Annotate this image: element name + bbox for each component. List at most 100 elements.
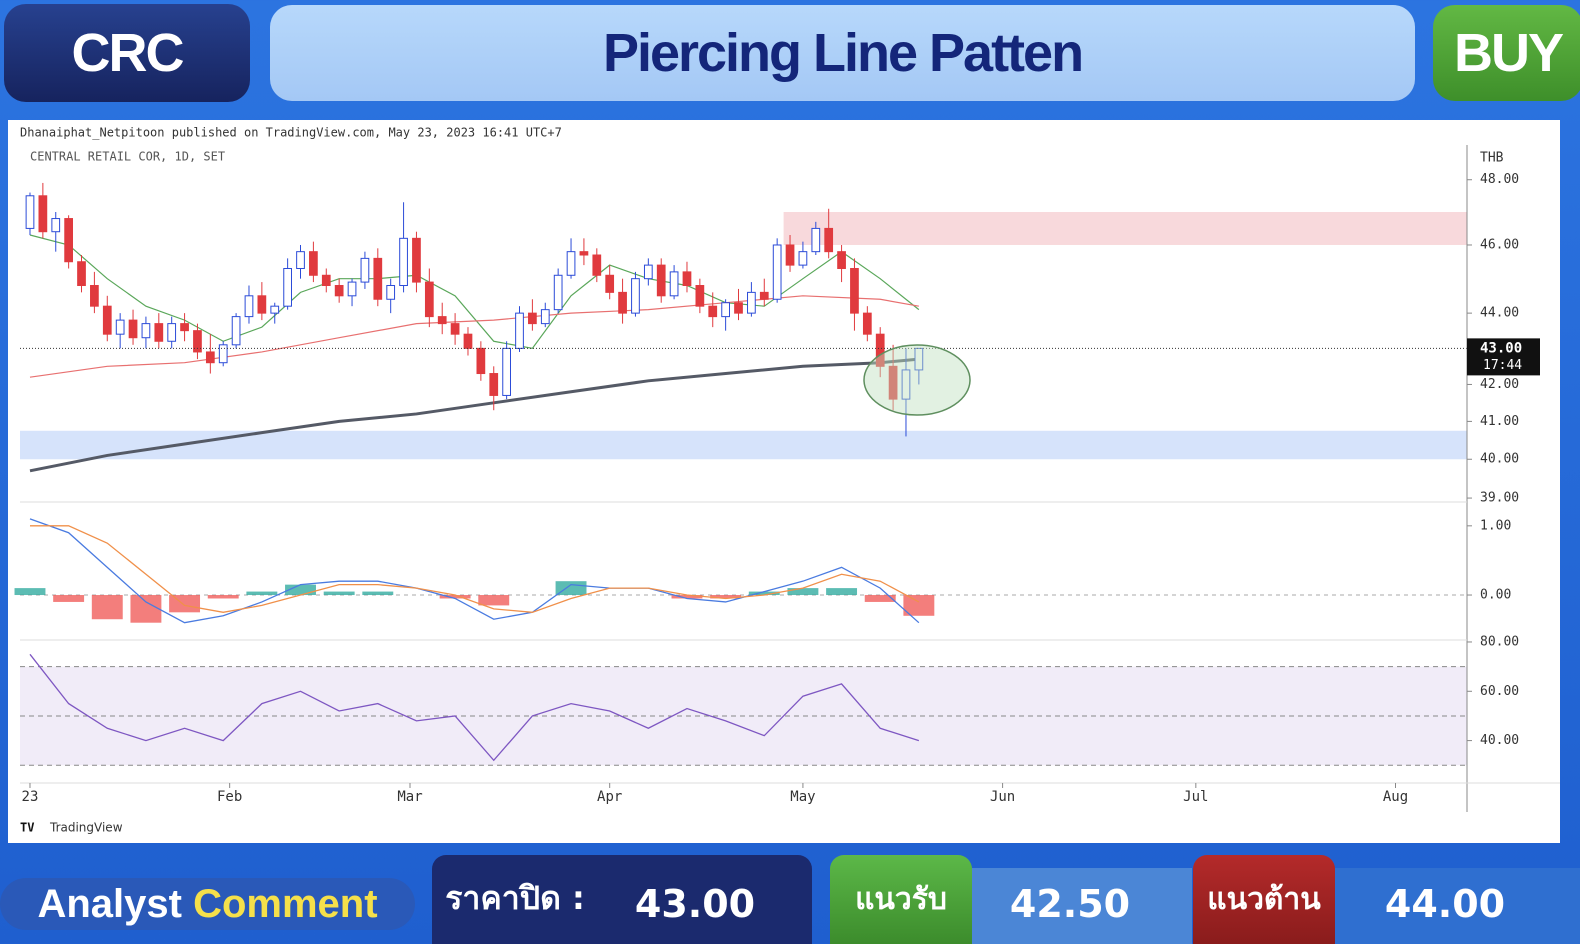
- histogram-bar: [748, 591, 780, 596]
- candle-body: [424, 281, 434, 318]
- candle-body: [90, 285, 99, 307]
- signal: BUY: [1433, 5, 1580, 101]
- candle-body: [772, 244, 782, 300]
- histogram-bar: [169, 595, 201, 613]
- histogram-bar: [362, 591, 394, 596]
- candle-body: [64, 218, 73, 263]
- candle-body: [257, 295, 267, 314]
- candle-body: [218, 344, 228, 364]
- x-tick-label: Jul: [1183, 789, 1208, 805]
- x-tick-label: 23: [22, 789, 39, 805]
- x-tick-label: Mar: [397, 789, 422, 805]
- candle-body: [334, 285, 344, 297]
- candle-body: [811, 227, 821, 253]
- x-tick-label: May: [790, 789, 815, 805]
- histogram-bar: [53, 595, 85, 602]
- candle-body: [128, 319, 138, 339]
- comment-heading: Analyst Comment: [0, 878, 415, 930]
- candle-body: [592, 254, 602, 276]
- candle-body: [759, 291, 769, 300]
- y-tick-label: 44.00: [1480, 306, 1519, 321]
- y-tick-label: 41.00: [1480, 414, 1519, 429]
- close-box: [432, 855, 812, 944]
- x-tick-label: Aug: [1383, 789, 1408, 805]
- unit: THB: [1480, 151, 1504, 166]
- candle-body: [708, 305, 718, 318]
- candle-body: [296, 251, 305, 269]
- last-price-label: 43.00: [1480, 340, 1522, 356]
- close-value: 43.00: [634, 882, 756, 926]
- candle-body: [321, 274, 331, 287]
- candle-body: [643, 264, 653, 280]
- candle-body: [347, 281, 357, 297]
- title: Piercing Line Patten: [270, 5, 1415, 101]
- candle-body: [244, 295, 254, 318]
- candle-body: [270, 305, 280, 314]
- histogram-bar: [787, 588, 819, 596]
- x-tick-label: Jun: [990, 789, 1015, 805]
- histogram-bar: [903, 595, 935, 616]
- resistance-value: 44.00: [1384, 882, 1506, 926]
- candle-body: [51, 218, 61, 233]
- histogram-bar: [246, 591, 278, 596]
- candle-body: [231, 316, 241, 346]
- candle-body: [386, 285, 396, 300]
- histogram-bar: [91, 595, 123, 620]
- candle-body: [862, 312, 872, 335]
- candle-body: [115, 319, 125, 335]
- candle-body: [785, 244, 795, 266]
- candle-body: [373, 257, 383, 300]
- candle-body: [167, 323, 177, 342]
- candle-body: [875, 333, 885, 367]
- candle-body: [837, 251, 846, 269]
- candle-body: [476, 347, 486, 375]
- support-box: [972, 868, 1192, 944]
- histogram-bar: [710, 595, 742, 599]
- candle-body: [102, 305, 112, 335]
- support-value: 42.50: [1009, 882, 1131, 926]
- histogram-bar: [285, 584, 316, 596]
- y-tick-label: 40.00: [1480, 733, 1519, 748]
- heading-word: Comment: [193, 881, 378, 926]
- candle-body: [631, 278, 640, 314]
- candle-body: [888, 365, 898, 400]
- histogram-bar: [555, 581, 587, 596]
- y-tick-label: 48.00: [1480, 172, 1519, 187]
- zone: [783, 212, 1467, 245]
- symbol-info: CENTRAL RETAIL COR, 1D, SET: [30, 150, 225, 164]
- histogram-bar: [323, 591, 355, 596]
- candle-body: [38, 195, 48, 233]
- candle-body: [618, 291, 627, 314]
- candle-body: [579, 251, 589, 256]
- candle-body: [205, 351, 215, 364]
- histogram-bar: [864, 595, 896, 602]
- candle-body: [721, 302, 730, 318]
- candle-body: [798, 251, 808, 266]
- candle-body: [824, 227, 834, 253]
- candle-body: [656, 264, 666, 297]
- candle-body: [901, 369, 911, 400]
- candle-body: [850, 267, 859, 314]
- heading-word: Analyst: [37, 881, 182, 926]
- resistance-box: [1335, 868, 1580, 944]
- y-tick-label: 40.00: [1480, 452, 1519, 467]
- candle-body: [669, 271, 679, 297]
- candle-body: [553, 274, 563, 311]
- resistance-label: แนวต้าน: [1193, 855, 1335, 944]
- y-tick-label: 0.00: [1480, 588, 1511, 603]
- candle-body: [77, 261, 86, 287]
- close-label: ราคาปิด :: [445, 878, 585, 917]
- candle-body: [180, 323, 189, 332]
- highlight: [863, 344, 971, 416]
- candle-body: [141, 323, 151, 339]
- histogram-bar: [671, 595, 703, 599]
- histogram-bar: [207, 595, 239, 599]
- macd-line: [29, 525, 920, 613]
- candle-body: [399, 237, 408, 287]
- candle-body: [309, 251, 318, 276]
- candle-body: [489, 373, 499, 396]
- histogram-bar: [826, 588, 858, 596]
- logo: TV: [20, 821, 34, 835]
- y-tick-label: 46.00: [1480, 237, 1519, 252]
